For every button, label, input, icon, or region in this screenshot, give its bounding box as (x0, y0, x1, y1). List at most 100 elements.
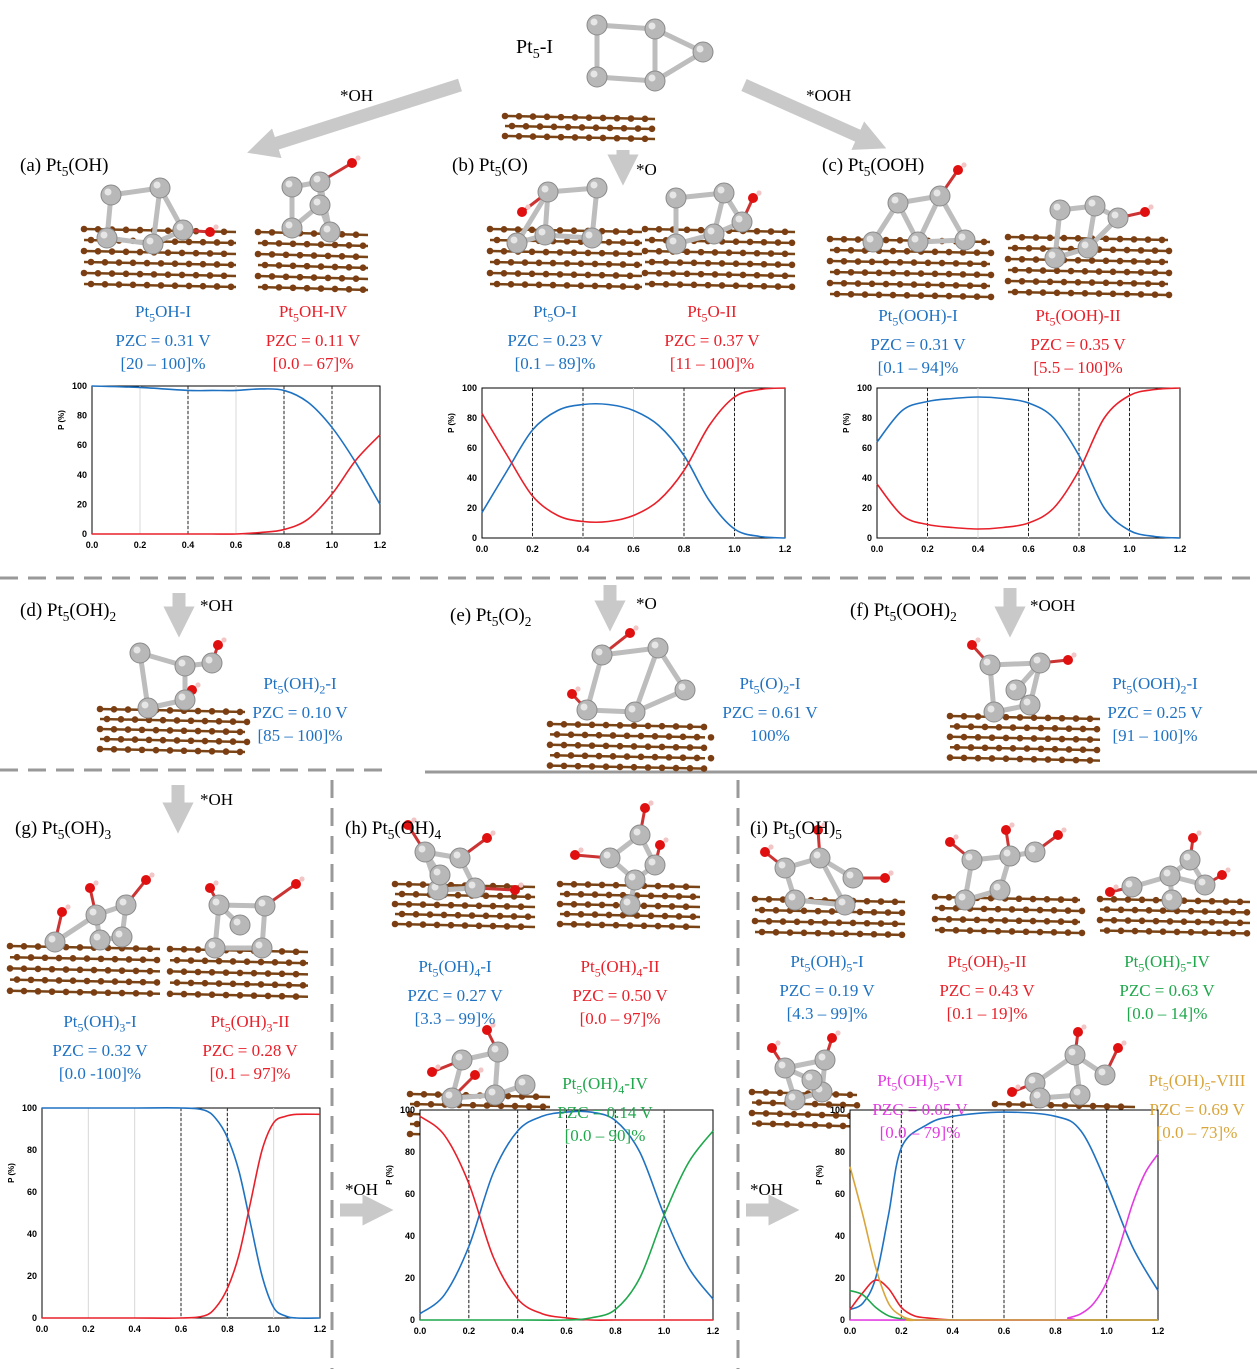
x-tick-label: 0.4 (182, 540, 195, 550)
series-line-2 (420, 1130, 714, 1321)
x-tick-label: 0.4 (946, 1326, 959, 1336)
arrow-to-c (741, 79, 887, 150)
structure-range: [0.0 – 14]% (1126, 1004, 1208, 1024)
structure-pzc: PZC = 0.27 V (407, 986, 503, 1006)
arrow-label-e: *O (636, 594, 657, 613)
structure-pzc: PZC = 0.19 V (779, 981, 875, 1001)
structure-range: [4.3 – 99]% (786, 1004, 868, 1024)
y-axis-label: P (%) (7, 1163, 16, 1183)
structure-pzc: PZC = 0.35 V (1030, 335, 1126, 355)
x-tick-label: 1.2 (374, 540, 387, 550)
structure-pzc: PZC = 0.14 V (557, 1103, 653, 1123)
y-tick-label: 80 (467, 413, 477, 423)
x-tick-label: 0.8 (278, 540, 291, 550)
cluster-f (967, 637, 1077, 723)
structure-info-g-1: Pt5(OH)3-II PZC = 0.28 V [0.1 – 97]% (202, 1010, 297, 1085)
x-tick-label: 0.6 (560, 1326, 573, 1336)
y-tick-label: 100 (400, 1105, 415, 1115)
structure-info-i-1: Pt5(OH)5-II PZC = 0.43 V [0.1 – 19]% (939, 950, 1034, 1025)
structure-range: [20 – 100]% (120, 354, 206, 374)
x-tick-label: 0.0 (414, 1326, 427, 1336)
cluster-h3 (427, 1022, 536, 1109)
structure-name: Pt5(OH)5-II (947, 952, 1027, 975)
cluster-i1 (760, 822, 894, 916)
structure-info-a-0: Pt5OH-I PZC = 0.31 V [20 – 100]% (115, 300, 210, 375)
structure-name: Pt5(OOH)2-I (1112, 674, 1198, 697)
structure-pzc: PZC = 0.10 V (252, 703, 348, 723)
structure-pzc: PZC = 0.50 V (572, 986, 668, 1006)
structure-name: Pt5(OH)5-VIII (1148, 1071, 1246, 1094)
graphene-i3 (1096, 895, 1251, 937)
structure-info-d-0: Pt5(OH)2-I PZC = 0.10 V [85 – 100]% (252, 672, 347, 747)
structure-info-g-0: Pt5(OH)3-I PZC = 0.32 V [0.0 -100]% (52, 1010, 147, 1085)
structure-range: [91 – 100]% (1112, 726, 1198, 746)
structure-range: [0.0 -100]% (58, 1064, 142, 1084)
structure-name: Pt5(OH)5-I (790, 952, 864, 975)
structure-pzc: PZC = 0.61 V (722, 703, 818, 723)
cluster-i3 (1105, 830, 1231, 911)
y-tick-label: 0 (472, 533, 477, 543)
series-line-0 (849, 1111, 1159, 1311)
series-line-0 (876, 396, 1181, 539)
series-line-0 (481, 402, 786, 539)
series-line-1 (91, 434, 381, 535)
x-tick-label: 0.8 (1049, 1326, 1062, 1336)
structure-range: [85 – 100]% (257, 726, 343, 746)
cluster-h1 (403, 817, 524, 901)
x-tick-label: 0.2 (463, 1326, 476, 1336)
y-tick-label: 0 (82, 529, 87, 539)
top-structure-label: Pt5-I (516, 36, 554, 62)
y-tick-label: 80 (405, 1147, 415, 1157)
y-tick-label: 60 (405, 1189, 415, 1199)
y-tick-label: 80 (77, 411, 87, 421)
y-tick-label: 40 (862, 473, 872, 483)
x-tick-label: 1.0 (326, 540, 339, 550)
structure-name: Pt5(OH)5-IV (1124, 952, 1210, 975)
x-tick-label: 1.0 (267, 1324, 280, 1334)
graphene-e (546, 720, 715, 772)
panel-title-i: (i) Pt5(OH)5 (750, 818, 842, 842)
structure-range: [0.0 – 90]% (564, 1126, 646, 1146)
y-tick-label: 40 (467, 473, 477, 483)
structure-info-h-1: Pt5(OH)4-II PZC = 0.50 V [0.0 – 97]% (572, 955, 667, 1030)
structure-pzc: PZC = 0.28 V (202, 1041, 298, 1061)
series-line-1 (481, 387, 786, 524)
structure-info-i-2: Pt5(OH)5-IV PZC = 0.63 V [0.0 – 14]% (1119, 950, 1214, 1025)
cluster-c2 (1044, 195, 1154, 269)
cluster-g2 (204, 876, 305, 959)
cluster-b1 (506, 177, 608, 254)
arrow-label-i: *OH (750, 1180, 784, 1199)
x-tick-label: 0.2 (921, 544, 934, 554)
structure-name: Pt5O-II (687, 302, 737, 325)
x-tick-label: 0.8 (221, 1324, 234, 1334)
chart-c: 0.0 0.2 0.4 0.6 0.8 1.0 1.2 0 20 40 60 80 100 P (%) (842, 383, 1186, 554)
cluster-e (567, 625, 696, 723)
x-tick-label: 0.6 (230, 540, 243, 550)
y-tick-label: 100 (830, 1105, 845, 1115)
panel-title-h: (h) Pt5(OH)4 (345, 818, 442, 842)
structure-range: [5.5 – 100]% (1033, 358, 1123, 378)
structure-pzc: PZC = 0.69 V (1149, 1100, 1245, 1120)
series-line-1 (419, 1115, 713, 1321)
x-tick-label: 0.4 (972, 544, 985, 554)
structure-range: [0.1 – 94]% (877, 358, 959, 378)
structure-info-c-1: Pt5(OOH)-II PZC = 0.35 V [5.5 – 100]% (1030, 304, 1125, 379)
y-tick-label: 0 (867, 533, 872, 543)
cluster-d (129, 637, 227, 719)
structure-range: [0.0 – 97]% (579, 1009, 661, 1029)
y-tick-label: 0 (32, 1313, 37, 1323)
structure-info-i-4: Pt5(OH)5-VIII PZC = 0.69 V [0.0 – 73]% (1149, 1069, 1246, 1144)
x-tick-label: 0.6 (998, 1326, 1011, 1336)
structure-name: Pt5OH-I (134, 302, 192, 325)
x-tick-label: 0.4 (128, 1324, 141, 1334)
structure-info-b-0: Pt5O-I PZC = 0.23 V [0.1 – 89]% (507, 300, 602, 375)
series-line-1 (876, 387, 1181, 530)
series-line-0 (91, 385, 381, 505)
x-tick-label: 1.2 (1152, 1326, 1165, 1336)
x-tick-label: 0.8 (678, 544, 691, 554)
structure-info-c-0: Pt5(OOH)-I PZC = 0.31 V [0.1 – 94]% (870, 304, 965, 379)
y-tick-label: 80 (27, 1145, 37, 1155)
y-tick-label: 80 (835, 1147, 845, 1157)
structure-pzc: PZC = 0.11 V (265, 331, 361, 351)
